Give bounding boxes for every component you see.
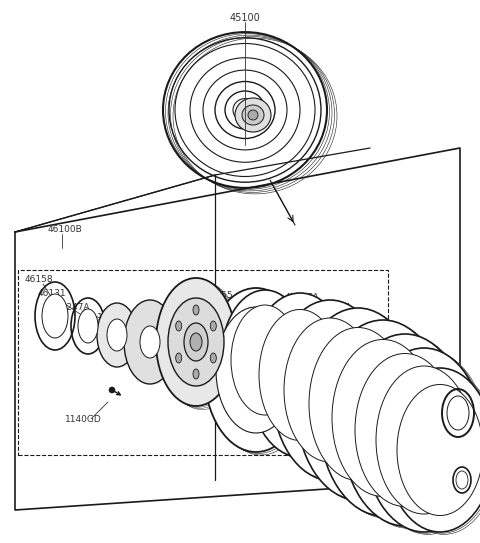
Ellipse shape xyxy=(368,350,480,534)
Ellipse shape xyxy=(210,321,216,331)
Ellipse shape xyxy=(276,302,392,482)
Text: 46100B: 46100B xyxy=(48,225,83,235)
Text: 45681: 45681 xyxy=(353,315,382,325)
Ellipse shape xyxy=(272,300,388,480)
Ellipse shape xyxy=(284,318,376,462)
Text: 45651B: 45651B xyxy=(410,465,445,475)
Text: 45577A: 45577A xyxy=(394,453,429,463)
Ellipse shape xyxy=(193,305,199,315)
Ellipse shape xyxy=(78,309,98,343)
Ellipse shape xyxy=(176,353,181,363)
Ellipse shape xyxy=(319,320,447,516)
Text: 45247A: 45247A xyxy=(56,302,91,312)
Ellipse shape xyxy=(259,310,341,440)
Ellipse shape xyxy=(248,293,352,457)
Ellipse shape xyxy=(355,353,455,507)
Ellipse shape xyxy=(221,290,309,430)
Ellipse shape xyxy=(447,396,469,430)
Ellipse shape xyxy=(309,327,407,481)
Text: 46159: 46159 xyxy=(436,445,465,454)
Ellipse shape xyxy=(296,308,420,500)
Ellipse shape xyxy=(397,384,480,515)
Ellipse shape xyxy=(184,323,208,361)
Text: 46155: 46155 xyxy=(205,291,234,300)
Ellipse shape xyxy=(456,471,468,489)
Ellipse shape xyxy=(168,298,224,386)
Ellipse shape xyxy=(248,110,258,120)
Ellipse shape xyxy=(107,319,127,351)
Ellipse shape xyxy=(388,369,480,533)
Ellipse shape xyxy=(344,335,470,527)
Ellipse shape xyxy=(190,333,202,351)
Text: 45644: 45644 xyxy=(323,304,351,313)
Ellipse shape xyxy=(298,309,422,501)
Text: 45100: 45100 xyxy=(229,13,260,23)
Text: 46131: 46131 xyxy=(38,289,67,299)
Ellipse shape xyxy=(97,303,137,367)
Text: 1140GD: 1140GD xyxy=(65,415,102,425)
Ellipse shape xyxy=(332,339,434,496)
Ellipse shape xyxy=(252,295,356,459)
Ellipse shape xyxy=(366,349,480,533)
Ellipse shape xyxy=(210,353,216,363)
Ellipse shape xyxy=(42,294,68,338)
Ellipse shape xyxy=(216,307,296,433)
Ellipse shape xyxy=(156,278,236,406)
Bar xyxy=(18,270,388,455)
Text: 46158: 46158 xyxy=(25,275,54,285)
Ellipse shape xyxy=(176,321,181,331)
Ellipse shape xyxy=(223,291,311,431)
Ellipse shape xyxy=(231,305,299,415)
Ellipse shape xyxy=(300,311,424,502)
Ellipse shape xyxy=(274,301,390,481)
Text: 45643C: 45643C xyxy=(222,397,257,407)
Ellipse shape xyxy=(193,369,199,379)
Ellipse shape xyxy=(109,387,115,393)
Ellipse shape xyxy=(225,292,313,432)
Ellipse shape xyxy=(124,300,176,384)
Ellipse shape xyxy=(204,288,308,452)
Ellipse shape xyxy=(364,348,480,532)
Ellipse shape xyxy=(242,105,264,125)
Text: 46159: 46159 xyxy=(428,489,456,498)
Ellipse shape xyxy=(376,366,472,514)
Ellipse shape xyxy=(321,321,449,517)
Ellipse shape xyxy=(250,294,354,458)
Ellipse shape xyxy=(342,334,468,526)
Ellipse shape xyxy=(390,370,480,534)
Ellipse shape xyxy=(386,368,480,532)
Ellipse shape xyxy=(346,337,472,528)
Ellipse shape xyxy=(323,323,451,519)
Text: 45527A: 45527A xyxy=(285,294,320,302)
Ellipse shape xyxy=(235,98,271,132)
Ellipse shape xyxy=(140,326,160,358)
Text: 26112B: 26112B xyxy=(80,313,115,323)
